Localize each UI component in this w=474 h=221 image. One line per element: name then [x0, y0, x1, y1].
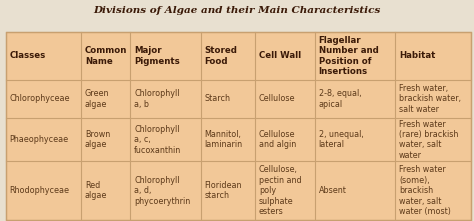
- Text: 2-8, equal,
apical: 2-8, equal, apical: [319, 89, 361, 109]
- Text: Habitat: Habitat: [399, 51, 436, 60]
- Text: Chlorophyll
a, d,
phycoerythrin: Chlorophyll a, d, phycoerythrin: [134, 176, 191, 206]
- Text: 2, unequal,
lateral: 2, unequal, lateral: [319, 130, 364, 149]
- Text: Cellulose,
pectin and
poly
sulphate
esters: Cellulose, pectin and poly sulphate este…: [259, 165, 301, 216]
- Text: Cellulose
and algin: Cellulose and algin: [259, 130, 296, 149]
- Text: Divisions of Algae and their Main Characteristics: Divisions of Algae and their Main Charac…: [93, 6, 381, 15]
- Text: Fresh water
(rare) brackish
water, salt
water: Fresh water (rare) brackish water, salt …: [399, 120, 458, 160]
- Text: Chlorophyll
a, b: Chlorophyll a, b: [134, 89, 180, 109]
- Text: Green
algae: Green algae: [85, 89, 109, 109]
- Text: Phaeophyceae: Phaeophyceae: [9, 135, 69, 144]
- Text: Major
Pigments: Major Pigments: [134, 46, 180, 65]
- Text: Common
Name: Common Name: [85, 46, 127, 65]
- Text: Absent: Absent: [319, 186, 346, 195]
- Text: Flagellar
Number and
Position of
Insertions: Flagellar Number and Position of Inserti…: [319, 36, 378, 76]
- Text: Floridean
starch: Floridean starch: [204, 181, 242, 200]
- Text: Fresh water,
brackish water,
salt water: Fresh water, brackish water, salt water: [399, 84, 461, 114]
- Text: Brown
algae: Brown algae: [85, 130, 110, 149]
- Text: Chlorophyll
a, c,
fucoxanthin: Chlorophyll a, c, fucoxanthin: [134, 125, 182, 155]
- Text: Red
algae: Red algae: [85, 181, 107, 200]
- Text: Mannitol,
laminarin: Mannitol, laminarin: [204, 130, 242, 149]
- Text: Fresh water
(some),
brackish
water, salt
water (most): Fresh water (some), brackish water, salt…: [399, 165, 451, 216]
- Text: Cellulose: Cellulose: [259, 94, 295, 103]
- Text: Chlorophyceae: Chlorophyceae: [9, 94, 70, 103]
- Text: Starch: Starch: [204, 94, 230, 103]
- Text: Classes: Classes: [9, 51, 46, 60]
- Bar: [6, 32, 471, 220]
- Text: Rhodophyceae: Rhodophyceae: [9, 186, 70, 195]
- Text: Cell Wall: Cell Wall: [259, 51, 301, 60]
- Text: Stored
Food: Stored Food: [204, 46, 237, 65]
